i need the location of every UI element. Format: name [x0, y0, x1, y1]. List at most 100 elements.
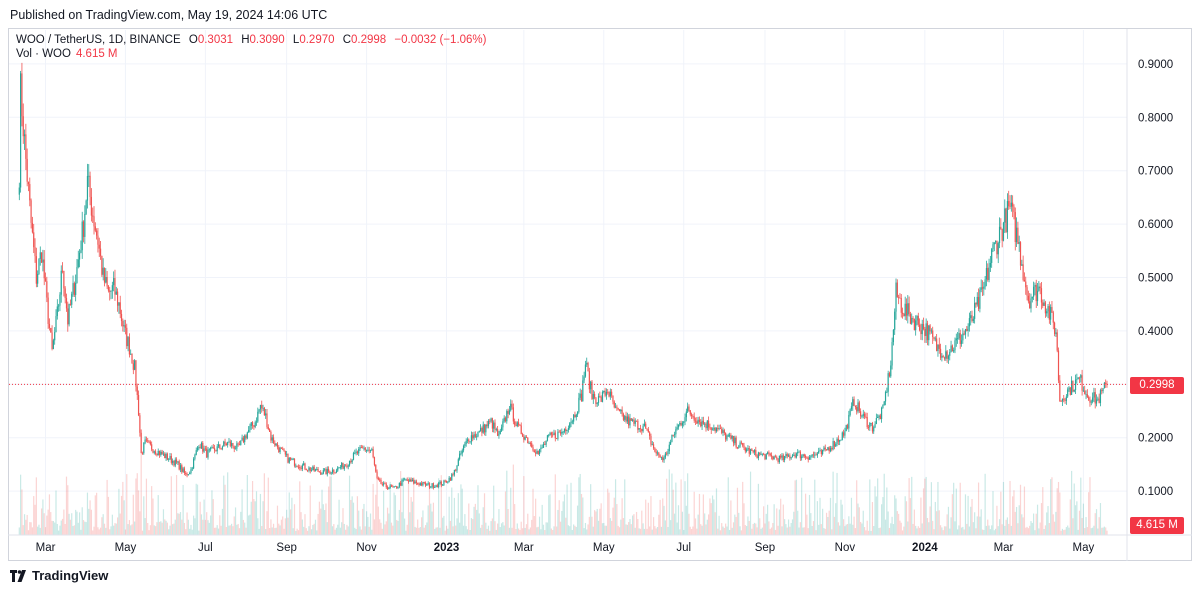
candle-body: [445, 480, 448, 483]
volume-bar: [279, 525, 281, 535]
candle-body: [909, 314, 912, 324]
y-tick-label: 0.9000: [1138, 59, 1173, 71]
candle-body: [132, 363, 134, 370]
candle-body: [878, 415, 880, 418]
candle-body: [947, 355, 950, 359]
candle-body: [1099, 390, 1102, 403]
volume-bar: [1057, 481, 1060, 535]
candle-body: [1001, 229, 1003, 241]
candle-body: [1051, 307, 1053, 313]
candle-body: [335, 470, 338, 473]
volume-bar: [211, 490, 213, 535]
volume-bar: [710, 503, 712, 535]
candle-body: [447, 481, 449, 483]
candle-body: [221, 446, 224, 449]
candle-body: [158, 450, 161, 456]
volume-label[interactable]: Vol · WOO: [16, 48, 71, 60]
volume-bar: [296, 528, 298, 535]
candle-body: [423, 481, 425, 483]
volume-bar: [1093, 525, 1095, 535]
volume-bar: [493, 485, 495, 535]
candle-body: [300, 467, 302, 469]
candle-body: [833, 441, 836, 447]
x-tick-label: Jul: [676, 542, 691, 554]
volume-bar: [1055, 511, 1057, 535]
candle-body: [570, 421, 572, 424]
volume-bar: [68, 513, 70, 535]
volume-bar: [637, 518, 639, 535]
volume-bar: [920, 497, 922, 535]
volume-bar: [227, 472, 229, 535]
volume-bar: [145, 478, 148, 535]
candle-body: [936, 338, 938, 351]
candle-body: [134, 360, 136, 370]
candle-body: [804, 456, 807, 458]
volume-bar: [856, 480, 858, 535]
candle-body: [922, 323, 925, 329]
candle-body: [921, 323, 923, 335]
volume-bar: [852, 524, 854, 535]
volume-bar: [1106, 530, 1108, 535]
volume-bar: [753, 522, 756, 535]
volume-bar: [134, 521, 136, 535]
volume-bar: [208, 522, 210, 535]
volume-bar: [590, 484, 592, 535]
candle-body: [457, 459, 459, 466]
candle-body: [812, 454, 815, 456]
volume-bar: [646, 528, 648, 535]
chart-frame[interactable]: [8, 28, 1192, 561]
candle-body: [1067, 389, 1069, 397]
candle-body: [385, 483, 387, 488]
volume-bar: [392, 525, 394, 535]
volume-bar: [33, 496, 35, 535]
candle-body: [1043, 302, 1045, 306]
volume-bar: [50, 512, 52, 535]
volume-bar: [738, 512, 740, 535]
candle-body: [1078, 377, 1081, 379]
volume-bar: [198, 530, 200, 535]
volume-bar: [789, 526, 791, 535]
volume-bar: [486, 528, 488, 535]
volume-bar: [510, 487, 512, 535]
candle-body: [549, 432, 551, 436]
candle-body: [402, 479, 404, 481]
y-tick-label: 0.4000: [1138, 326, 1173, 338]
x-tick-label: Sep: [276, 542, 296, 554]
volume-bar: [770, 527, 773, 535]
candle-body: [628, 416, 630, 426]
candle-body: [735, 437, 737, 448]
candle-body: [20, 73, 22, 188]
candle-body: [765, 454, 767, 460]
volume-bar: [25, 519, 27, 535]
symbol-label[interactable]: WOO / TetherUS, 1D, BINANCE: [16, 34, 181, 46]
volume-bar: [351, 496, 353, 535]
candle-body: [409, 479, 411, 482]
candle-body: [714, 427, 716, 432]
candle-body: [1081, 375, 1083, 391]
candle-body: [341, 462, 343, 468]
volume-bar: [1052, 514, 1054, 535]
volume-bar: [807, 528, 809, 535]
candle-body: [827, 447, 829, 451]
candle-body: [439, 481, 441, 484]
volume-bar: [60, 520, 62, 535]
tradingview-logo[interactable]: TradingView: [10, 568, 108, 583]
candle-body: [664, 453, 666, 458]
volume-bar: [400, 471, 402, 535]
candle-body: [894, 311, 896, 330]
volume-bar: [183, 522, 186, 535]
candle-body: [533, 450, 535, 453]
candle-body: [459, 453, 461, 460]
candle-body: [369, 450, 372, 451]
volume-bar: [512, 464, 514, 535]
volume-bar: [787, 519, 790, 535]
candle-body: [933, 336, 935, 340]
candle-body: [693, 416, 695, 421]
candle-body: [721, 428, 723, 433]
candle-body: [884, 391, 887, 402]
volume-bar: [194, 518, 196, 535]
candle-body: [1035, 284, 1037, 302]
volume-bar: [1085, 517, 1087, 535]
volume-bar: [778, 509, 780, 535]
